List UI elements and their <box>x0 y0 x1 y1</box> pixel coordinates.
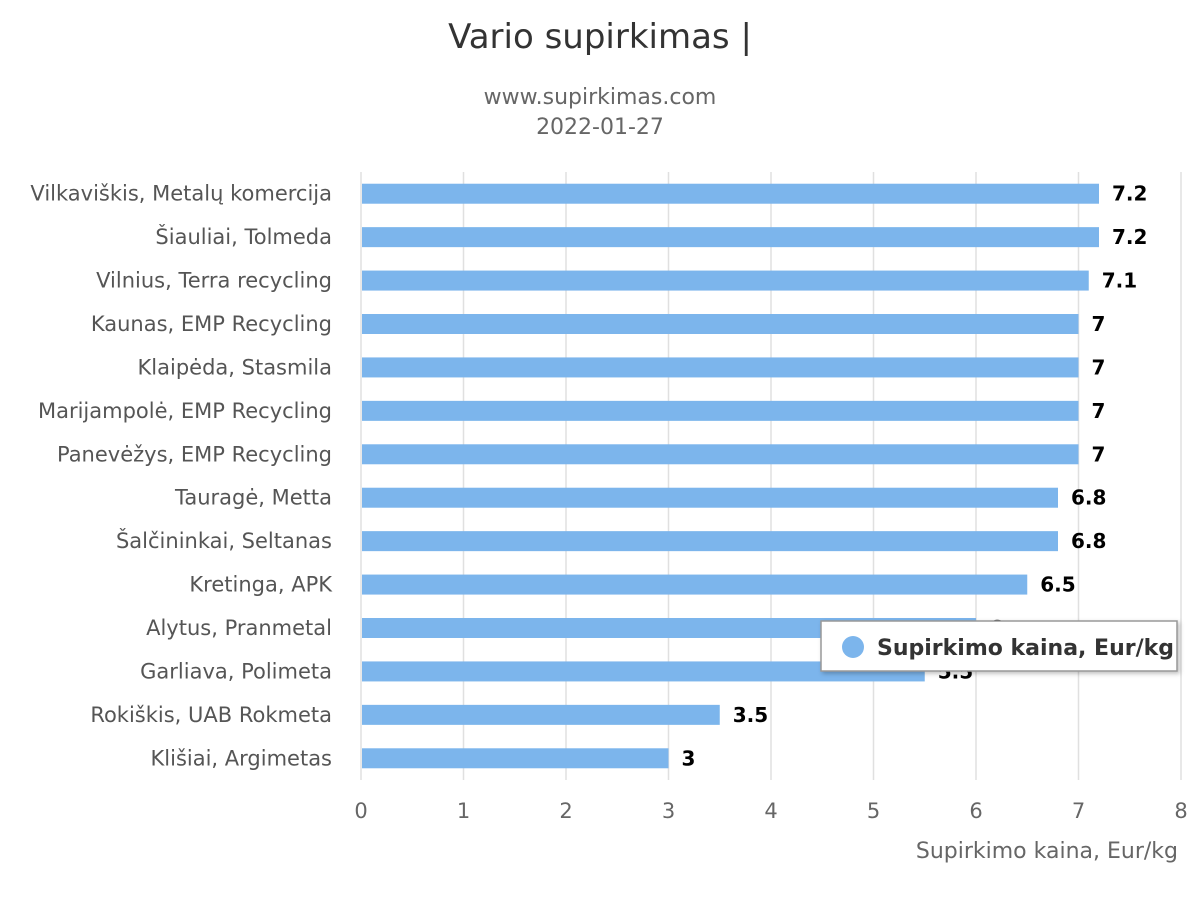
x-tick-label-3: 3 <box>662 799 675 823</box>
x-tick-label-6: 6 <box>969 799 982 823</box>
category-label-14: Klišiai, Argimetas <box>151 746 332 770</box>
category-label-1: Vilkaviškis, Metalų komercija <box>30 182 332 206</box>
data-label-5: 7 <box>1092 355 1106 379</box>
category-label-4: Kaunas, EMP Recycling <box>91 312 332 336</box>
category-label-3: Vilnius, Terra recycling <box>96 269 332 293</box>
bar-4[interactable] <box>362 314 1079 334</box>
bar-10[interactable] <box>362 574 1028 595</box>
x-axis-title: Supirkimo kaina, Eur/kg <box>916 839 1178 864</box>
x-tick-label-5: 5 <box>867 799 880 823</box>
category-label-6: Marijampolė, EMP Recycling <box>38 399 332 423</box>
category-label-5: Klaipėda, Stasmila <box>138 355 332 379</box>
chart-title: Vario supirkimas | <box>448 17 752 57</box>
category-labels: Vilkaviškis, Metalų komercija Šiauliai, T… <box>30 182 333 771</box>
bar-14[interactable] <box>362 748 669 769</box>
bar-3[interactable] <box>362 270 1089 291</box>
data-label-13: 3.5 <box>733 703 768 727</box>
data-label-6: 7 <box>1092 399 1106 423</box>
data-label-8: 6.8 <box>1071 486 1106 510</box>
chart-subtitle-date: 2022-01-27 <box>536 115 664 140</box>
bar-8[interactable] <box>362 487 1058 508</box>
category-label-10: Kretinga, APK <box>189 573 333 597</box>
data-label-2: 7.2 <box>1112 225 1147 249</box>
bar-5[interactable] <box>362 357 1079 378</box>
x-tick-label-2: 2 <box>559 799 572 823</box>
bars <box>362 183 1099 769</box>
legend-box <box>820 620 1178 672</box>
chart-subtitle-url: www.supirkimas.com <box>484 85 717 110</box>
grid <box>360 172 1182 780</box>
data-label-14: 3 <box>682 746 696 770</box>
data-label-10: 6.5 <box>1040 573 1075 597</box>
x-axis-tick-labels: 0 1 2 3 4 5 6 7 8 <box>354 799 1187 823</box>
category-label-12: Garliava, Polimeta <box>140 659 332 683</box>
bar-12[interactable] <box>362 661 925 682</box>
legend-series-swatch <box>842 636 864 658</box>
x-tick-label-0: 0 <box>354 799 367 823</box>
bar-13[interactable] <box>362 704 720 725</box>
bar-6[interactable] <box>362 400 1079 421</box>
legend-series-label[interactable]: Supirkimo kaina, Eur/kg <box>877 636 1174 661</box>
category-label-11: Alytus, Pranmetal <box>146 616 332 640</box>
data-label-4: 7 <box>1092 312 1106 336</box>
x-tick-label-1: 1 <box>457 799 470 823</box>
bar-7[interactable] <box>362 444 1079 465</box>
bar-9[interactable] <box>362 531 1058 552</box>
category-label-13: Rokiškis, UAB Rokmeta <box>90 703 332 727</box>
category-label-2: Šiauliai, Tolmeda <box>155 224 332 249</box>
category-label-9: Šalčininkai, Seltanas <box>116 528 332 553</box>
data-label-7: 7 <box>1092 442 1106 466</box>
category-label-7: Panevėžys, EMP Recycling <box>57 442 332 466</box>
data-label-1: 7.2 <box>1112 182 1147 206</box>
x-tick-label-7: 7 <box>1072 799 1085 823</box>
legend[interactable]: Supirkimo kaina, Eur/kg <box>820 620 1178 672</box>
category-label-8: Tauragė, Metta <box>174 486 332 510</box>
data-label-3: 7.1 <box>1102 269 1137 293</box>
x-tick-label-8: 8 <box>1174 799 1187 823</box>
data-label-9: 6.8 <box>1071 529 1106 553</box>
x-tick-label-4: 4 <box>764 799 777 823</box>
bar-2[interactable] <box>362 227 1099 248</box>
bar-1[interactable] <box>362 183 1099 204</box>
